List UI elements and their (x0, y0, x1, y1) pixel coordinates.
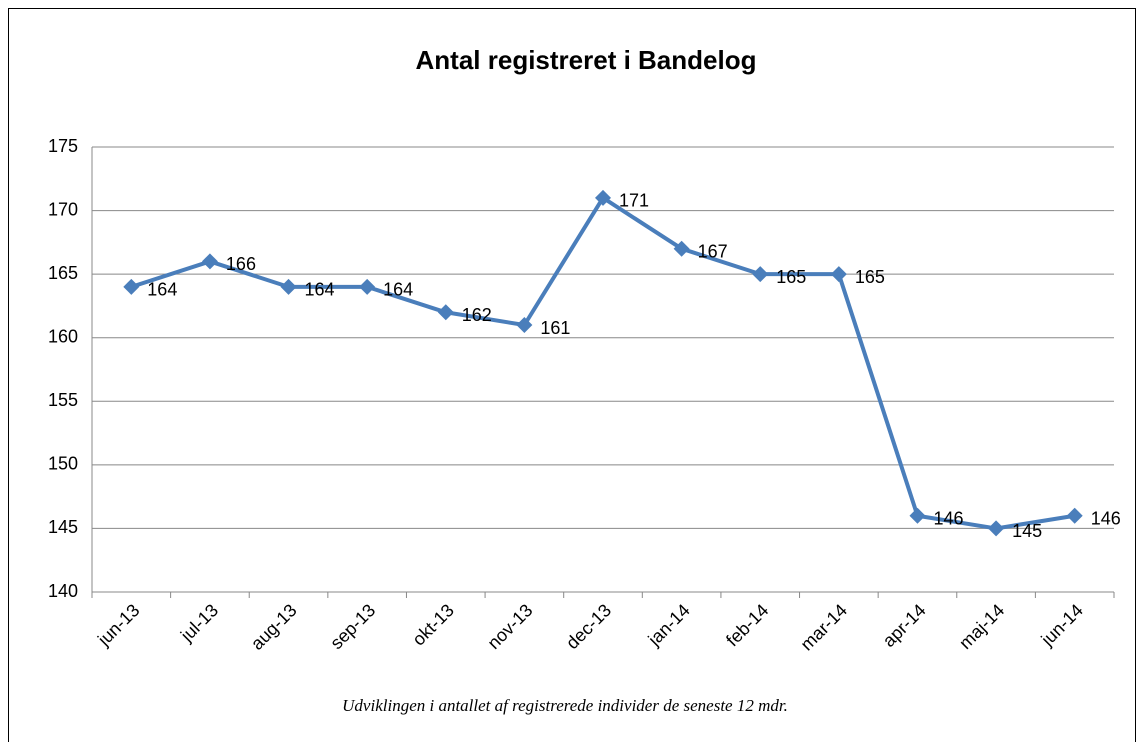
chart-frame (8, 8, 1136, 742)
data-label: 161 (540, 318, 570, 338)
data-point (673, 240, 690, 257)
y-tick-label: 140 (48, 581, 78, 601)
data-line (130, 195, 1076, 531)
x-tick-label: jan-14 (644, 600, 694, 650)
data-label: 165 (776, 267, 806, 287)
data-point (201, 253, 218, 270)
data-label: 146 (933, 508, 963, 528)
chart-title: Antal registreret i Bandelog (416, 45, 757, 75)
data-label: 164 (147, 280, 177, 300)
data-label: 164 (383, 280, 413, 300)
data-label: 166 (226, 254, 256, 274)
data-label: 167 (698, 241, 728, 261)
x-tick-label: jun-13 (93, 600, 143, 650)
x-tick-label: mar-14 (797, 600, 851, 654)
y-tick-label: 165 (48, 263, 78, 283)
y-tick-label: 155 (48, 390, 78, 410)
x-tick-label: jul-13 (176, 600, 222, 646)
y-tick-label: 145 (48, 517, 78, 537)
x-tick-label: apr-14 (879, 600, 930, 651)
data-point (280, 278, 297, 295)
data-label: 162 (462, 305, 492, 325)
y-tick-label: 175 (48, 136, 78, 156)
y-tick-label: 150 (48, 454, 78, 474)
data-label: 145 (1012, 521, 1042, 541)
x-tick-label: okt-13 (408, 600, 458, 650)
x-tick-label: dec-13 (562, 600, 615, 653)
x-tick-label: feb-14 (722, 600, 772, 650)
data-point (437, 304, 454, 321)
data-point (359, 278, 376, 295)
x-tick-label: nov-13 (484, 600, 537, 653)
x-tick-label: jun-14 (1037, 600, 1087, 650)
data-point (1066, 507, 1083, 524)
data-point (988, 520, 1005, 537)
x-tick-label: aug-13 (247, 600, 301, 654)
data-point (830, 266, 847, 283)
data-label: 165 (855, 267, 885, 287)
data-point (516, 317, 533, 333)
data-point (909, 507, 926, 524)
data-point (752, 266, 769, 283)
chart-caption: Udviklingen i antallet af registrerede i… (342, 696, 788, 715)
data-point (595, 189, 611, 206)
x-tick-label: maj-14 (955, 600, 1008, 653)
y-tick-label: 170 (48, 199, 78, 219)
data-label: 146 (1091, 508, 1121, 528)
y-tick-label: 160 (48, 326, 78, 346)
data-label: 171 (619, 191, 649, 211)
x-tick-label: sep-13 (326, 600, 379, 653)
data-point (123, 278, 140, 295)
data-label: 164 (305, 280, 335, 300)
